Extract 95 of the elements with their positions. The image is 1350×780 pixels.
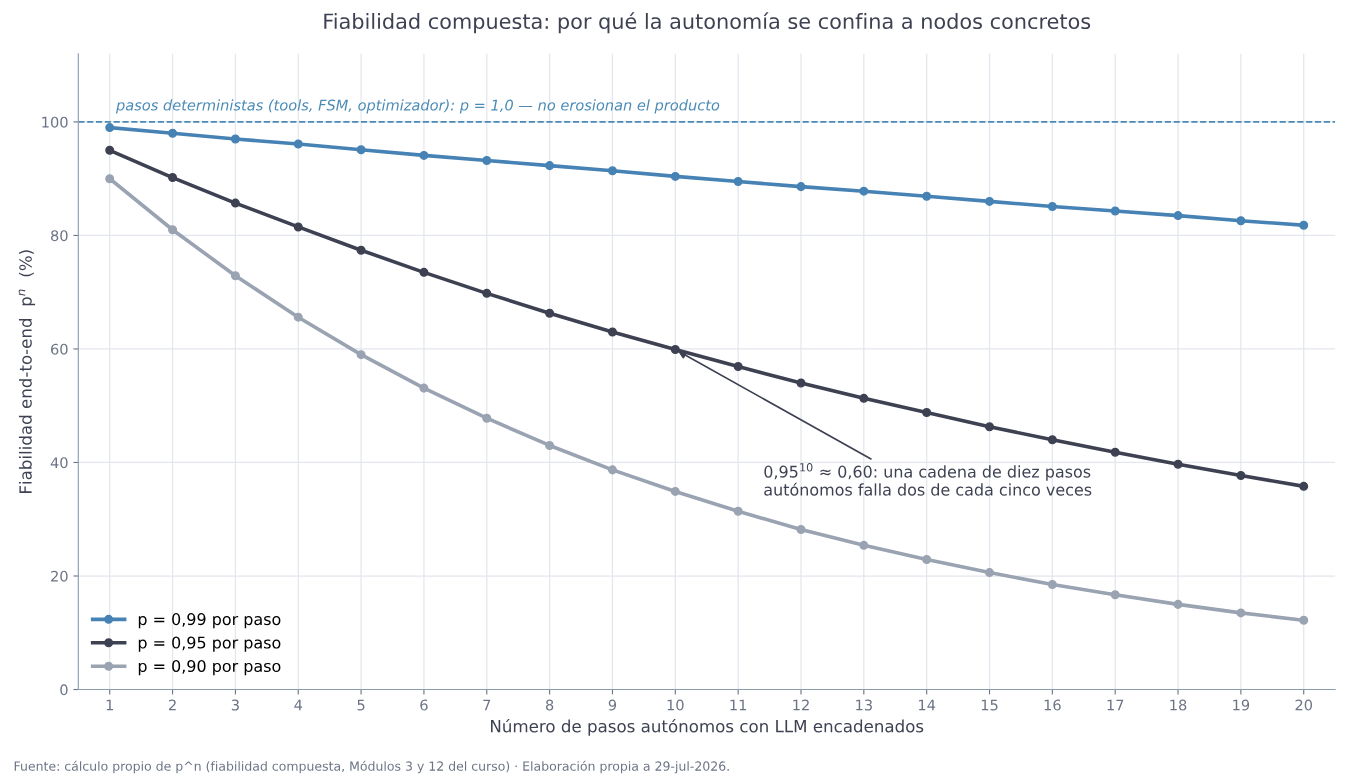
source-note: Fuente: cálculo propio de p^n (fiabilidad compuesta, Módulos 3 y 12 del curso) · Elaboración propia a 29-jul-2026. — [14, 760, 729, 774]
y-tick-label: 80 — [51, 230, 68, 242]
point — [419, 150, 429, 160]
point — [230, 198, 240, 208]
point — [356, 145, 366, 155]
point — [168, 225, 178, 235]
x-tick-label: 20 — [1295, 699, 1313, 711]
point — [859, 393, 869, 403]
x-tick-label: 6 — [420, 699, 428, 711]
y-tick-label: 20 — [51, 570, 68, 582]
point — [922, 191, 932, 201]
point — [1110, 590, 1120, 600]
point — [859, 540, 869, 550]
point — [733, 362, 743, 372]
point — [670, 486, 680, 496]
x-tick-label: 4 — [294, 699, 303, 711]
point — [796, 378, 806, 388]
point — [985, 422, 995, 432]
x-tick-label: 14 — [919, 699, 936, 711]
point — [230, 134, 240, 144]
point — [607, 465, 617, 475]
point — [670, 345, 680, 355]
point — [859, 186, 869, 196]
legend-label: p = 0,95 por paso — [138, 636, 281, 652]
point — [168, 173, 178, 183]
point — [1110, 206, 1120, 216]
point — [1047, 580, 1057, 590]
point — [356, 245, 366, 255]
point — [1173, 459, 1183, 469]
annotation: pasos deterministas (tools, FSM, optimizador): p = 1,0 — no erosionan el producto — [115, 99, 720, 114]
point — [922, 408, 932, 418]
point — [545, 308, 555, 318]
chart-title: Fiabilidad compuesta: por qué la autonomía se confina a nodos concretos — [324, 12, 1091, 34]
point — [105, 174, 115, 184]
point — [607, 327, 617, 337]
point — [796, 182, 806, 192]
point — [1299, 615, 1309, 625]
point — [733, 177, 743, 187]
x-tick-label: 7 — [483, 699, 491, 711]
point — [733, 506, 743, 516]
x-tick-label: 17 — [1107, 699, 1124, 711]
point — [105, 145, 115, 155]
x-tick-label: 3 — [231, 699, 239, 711]
x-tick-label: 1 — [106, 699, 114, 711]
y-tick-label: 0 — [60, 684, 68, 696]
x-tick-label: 11 — [730, 699, 747, 711]
x-axis-title: Número de pasos autónomos con LLM encadenados — [491, 718, 924, 736]
x-tick-label: 8 — [545, 699, 554, 711]
point — [985, 196, 995, 206]
point — [1110, 447, 1120, 457]
point — [1047, 201, 1057, 212]
point — [293, 312, 303, 322]
point — [545, 161, 555, 171]
point — [670, 171, 680, 181]
x-tick-label: 12 — [793, 699, 809, 711]
point — [482, 288, 492, 298]
annotation: 0,95$^{10}$ ≈ 0,60: una cadena de diez pasos autónomos falla dos de cada cinco veces — [764, 463, 1092, 496]
y-tick-label: 100 — [42, 116, 68, 128]
point — [230, 271, 240, 281]
x-tick-label: 10 — [667, 699, 684, 711]
x-tick-label: 2 — [168, 699, 176, 711]
x-tick-label: 9 — [608, 699, 617, 711]
x-tick-label: 15 — [981, 699, 998, 711]
point — [1047, 435, 1057, 445]
point — [1173, 211, 1183, 221]
point — [105, 123, 115, 133]
point — [1299, 220, 1309, 230]
point — [293, 222, 303, 232]
point — [1173, 599, 1183, 609]
point — [168, 128, 178, 138]
x-tick-label: 5 — [357, 699, 365, 711]
x-tick-label: 19 — [1233, 699, 1250, 711]
legend-label: p = 0,99 por paso — [138, 613, 281, 629]
x-tick-label: 16 — [1044, 699, 1061, 711]
point — [482, 156, 492, 166]
point — [922, 555, 932, 565]
point — [1236, 471, 1246, 481]
point — [1236, 216, 1246, 226]
y-axis-title: Fiabilidad end-to-end p$^{n}$ (%) — [18, 250, 36, 493]
y-tick-label: 60 — [51, 343, 68, 355]
point — [796, 524, 806, 534]
x-tick-label: 18 — [1170, 699, 1187, 711]
y-tick-label: 40 — [50, 457, 68, 469]
point — [1236, 608, 1246, 618]
legend-label: p = 0,90 por paso — [138, 659, 281, 676]
point — [1299, 481, 1309, 491]
point — [293, 139, 303, 149]
x-tick-label: 13 — [856, 699, 872, 711]
point — [482, 413, 492, 423]
point — [545, 440, 555, 450]
point — [419, 267, 429, 277]
point — [985, 568, 995, 578]
point — [607, 166, 617, 176]
point — [419, 383, 429, 393]
point — [356, 350, 366, 360]
